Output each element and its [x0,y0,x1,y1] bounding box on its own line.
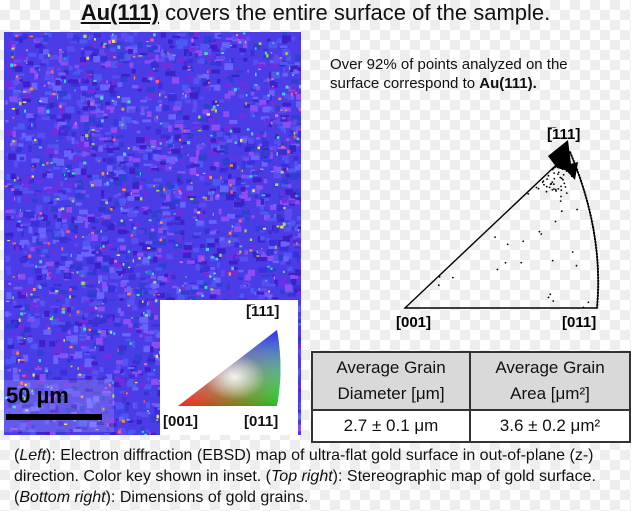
header-diameter: Average Grain Diameter [μm] [311,351,471,411]
grain-dimensions-table: Average Grain Diameter [μm] Average Grai… [311,351,631,443]
scale-bar-box [4,380,114,432]
stereo-label-011: [011] [562,314,596,331]
inset-label-001: [001] [163,413,199,430]
inset-label-011: [011] [244,413,279,430]
scale-bar-line [6,414,102,420]
header-area: Average Grain Area [μm²] [469,351,631,411]
caption-left: Left [19,447,47,464]
note-bold: Au(111). [479,75,537,92]
ebsd-map [4,32,301,435]
header-diameter-line1: Average Grain [336,358,446,377]
header-area-line2: Area [μm²] [510,384,590,403]
caption-topright: Top right [271,468,333,485]
note-text: Over 92% of points analyzed on the surfa… [330,56,568,92]
stereo-label-001: [001] [396,314,431,331]
stereo-triangle [403,150,599,309]
stereo-cluster-tail [562,162,578,180]
stereo-cluster [548,140,572,172]
inset-label-111: [̅111] [246,303,280,320]
stereographic-map: [̅111] [001] [011] [396,126,600,331]
stereo-points [437,152,590,309]
color-key-triangle [178,330,281,406]
stereo-arc [569,151,600,309]
caption-part: ): Stereographic map of gold surface. ( [14,468,596,506]
stereo-note: Over 92% of points analyzed on the surfa… [330,55,620,93]
value-area: 3.6 ± 0.2 μm² [469,409,631,443]
value-diameter: 2.7 ± 0.1 μm [311,409,471,443]
title-rest: covers the entire surface of the sample. [158,0,551,25]
caption-part: ( [14,447,20,464]
figure-caption: (Left): Electron diffraction (EBSD) map … [14,445,626,508]
caption-part: ): Electron diffraction (EBSD) map of ul… [14,447,594,485]
header-diameter-line2: Diameter [μm] [337,384,445,403]
scale-bar-label: 50 µm [6,383,69,408]
color-key-inset [160,300,298,435]
caption-part: ): Dimensions of gold grains. [105,489,309,506]
header-area-line1: Average Grain [495,358,605,377]
caption-bottomright: Bottom right [19,489,106,506]
ebsd-speckle [4,32,301,435]
stereo-label-111: [̅111] [547,126,580,143]
title-bold: Au(111) [80,0,159,25]
figure-title: Au(111) covers the entire surface of the… [0,0,631,26]
